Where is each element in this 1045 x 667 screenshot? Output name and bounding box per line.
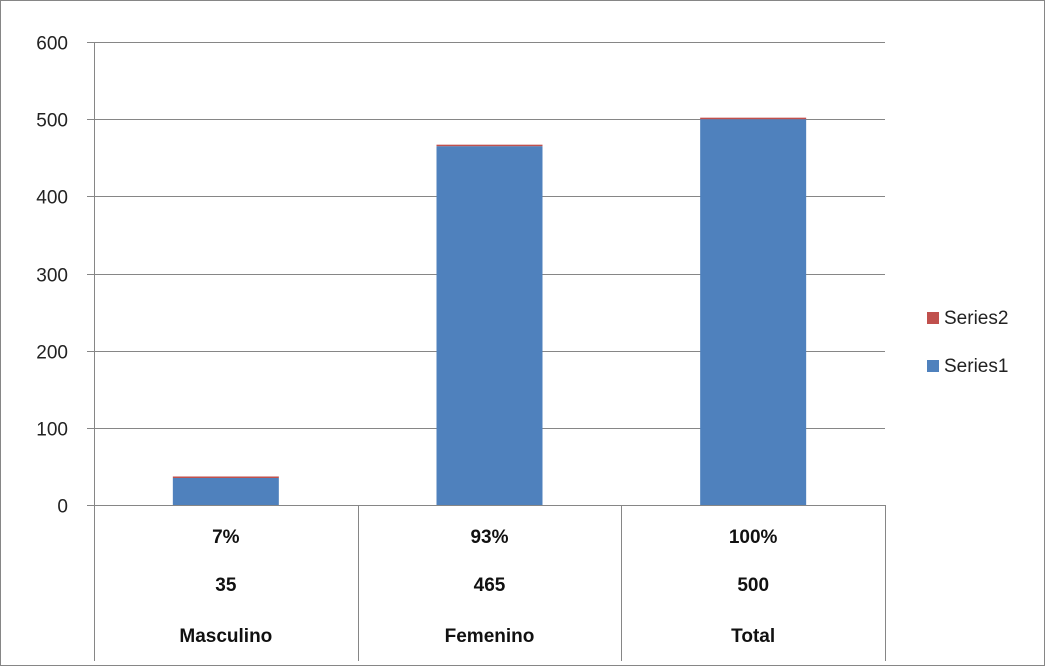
table-cell-label: 465 <box>474 575 506 596</box>
y-tick-label: 300 <box>36 266 68 287</box>
y-tick-label: 200 <box>36 343 68 364</box>
x-category-label: Total <box>731 626 775 647</box>
y-tick-label: 500 <box>36 111 68 132</box>
legend-swatch-series1 <box>927 360 939 372</box>
x-category-label: Femenino <box>445 626 535 647</box>
y-tick-label: 100 <box>36 420 68 441</box>
table-cell-label: 500 <box>737 575 769 596</box>
legend-swatch-series2 <box>927 312 939 324</box>
table-cell-label: 7% <box>212 527 240 548</box>
bar-series1-masculino <box>172 477 279 505</box>
bar-series2-femenino <box>436 144 543 147</box>
table-cell-label: 100% <box>729 527 778 548</box>
y-tick-label: 0 <box>57 497 68 518</box>
y-tick-label: 400 <box>36 188 68 209</box>
bar-series2-masculino <box>172 476 279 478</box>
legend-label-series2: Series2 <box>944 308 1008 329</box>
x-category-label: Masculino <box>179 626 272 647</box>
legend-label-series1: Series1 <box>944 356 1008 377</box>
y-tick-label: 600 <box>36 34 68 55</box>
table-cell-label: 35 <box>215 575 237 596</box>
bar-series1-femenino <box>436 146 543 506</box>
bar-series2-total <box>700 117 807 120</box>
table-cell-label: 93% <box>470 527 508 548</box>
bar-series1-total <box>700 119 807 506</box>
